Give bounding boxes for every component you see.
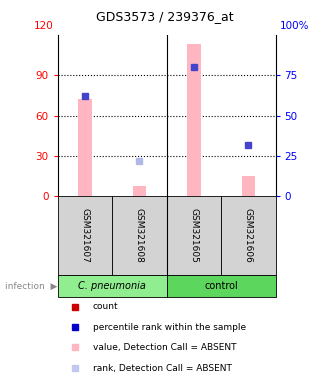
Text: value, Detection Call = ABSENT: value, Detection Call = ABSENT	[93, 343, 236, 351]
Text: 120: 120	[34, 22, 53, 31]
Bar	[112, 197, 167, 275]
Bar	[58, 275, 167, 297]
Text: control: control	[204, 281, 238, 291]
Bar	[167, 197, 221, 275]
Text: GSM321607: GSM321607	[81, 208, 89, 263]
Bar	[187, 44, 201, 197]
Text: GSM321608: GSM321608	[135, 208, 144, 263]
Text: 100%: 100%	[280, 22, 310, 31]
Text: infection  ▶: infection ▶	[5, 281, 58, 291]
Text: count: count	[93, 302, 118, 311]
Text: GSM321606: GSM321606	[244, 208, 253, 263]
Text: rank, Detection Call = ABSENT: rank, Detection Call = ABSENT	[93, 364, 231, 373]
Bar	[133, 185, 146, 197]
Text: C. pneumonia: C. pneumonia	[78, 281, 146, 291]
Bar	[78, 99, 92, 197]
Text: percentile rank within the sample: percentile rank within the sample	[93, 323, 246, 332]
Bar	[242, 176, 255, 197]
Bar	[58, 197, 112, 275]
Bar	[221, 197, 276, 275]
Text: GSM321605: GSM321605	[189, 208, 198, 263]
Bar	[167, 275, 276, 297]
Text: GDS3573 / 239376_at: GDS3573 / 239376_at	[96, 10, 234, 23]
